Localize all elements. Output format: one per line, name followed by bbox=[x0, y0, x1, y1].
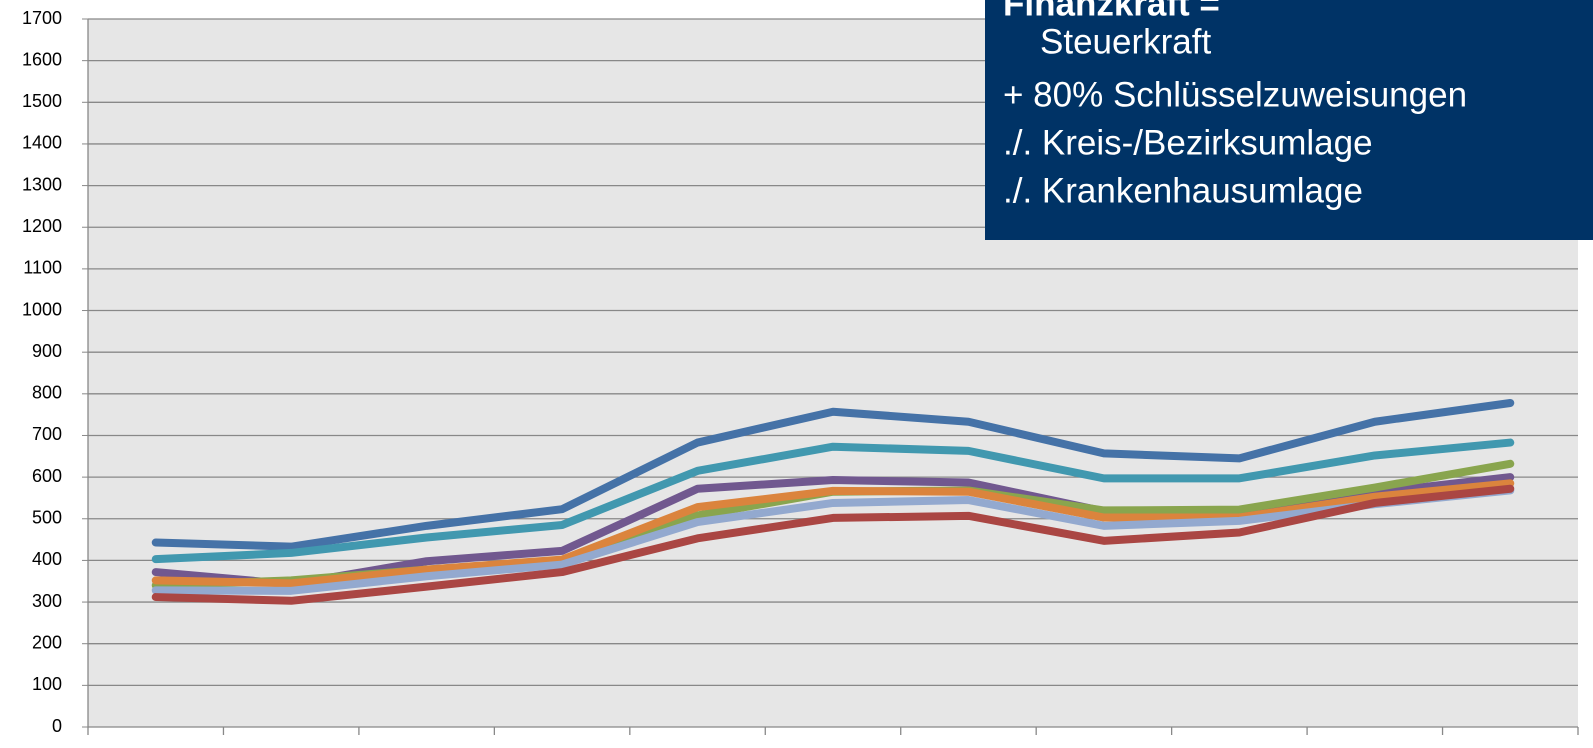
y-tick-label: 1700 bbox=[22, 8, 62, 28]
series-line bbox=[151, 479, 1515, 588]
y-tick-label: 400 bbox=[32, 549, 62, 569]
y-tick-label: 1400 bbox=[22, 133, 62, 153]
y-tick-label: 1000 bbox=[22, 299, 62, 319]
note-line: Steuerkraft bbox=[1040, 22, 1211, 61]
y-tick-label: 900 bbox=[32, 341, 62, 361]
y-tick-label: 600 bbox=[32, 466, 62, 486]
y-tick-label: 200 bbox=[32, 632, 62, 652]
note-line: + 80% Schlüsselzuweisungen bbox=[1003, 75, 1467, 114]
note-box bbox=[985, 0, 1593, 240]
note-line: ./. Kreis-/Bezirksumlage bbox=[1003, 123, 1373, 162]
note-line: Finanzkraft = bbox=[1003, 0, 1220, 23]
y-tick-label: 500 bbox=[32, 508, 62, 528]
series-line bbox=[151, 438, 1515, 564]
y-tick-label: 800 bbox=[32, 383, 62, 403]
y-tick-label: 1600 bbox=[22, 49, 62, 69]
y-tick-label: 1100 bbox=[23, 258, 62, 278]
y-tick-label: 1300 bbox=[22, 174, 62, 194]
y-tick-label: 700 bbox=[32, 424, 62, 444]
y-tick-label: 1500 bbox=[22, 91, 62, 111]
series-line bbox=[151, 398, 1515, 551]
y-tick-label: 100 bbox=[32, 674, 62, 694]
y-tick-label: 300 bbox=[32, 591, 62, 611]
series-line bbox=[151, 484, 1515, 605]
series-line bbox=[151, 486, 1515, 595]
y-tick-label: 1200 bbox=[22, 216, 62, 236]
y-tick-label: 0 bbox=[52, 716, 62, 736]
note-line: ./. Krankenhausumlage bbox=[1003, 171, 1363, 210]
